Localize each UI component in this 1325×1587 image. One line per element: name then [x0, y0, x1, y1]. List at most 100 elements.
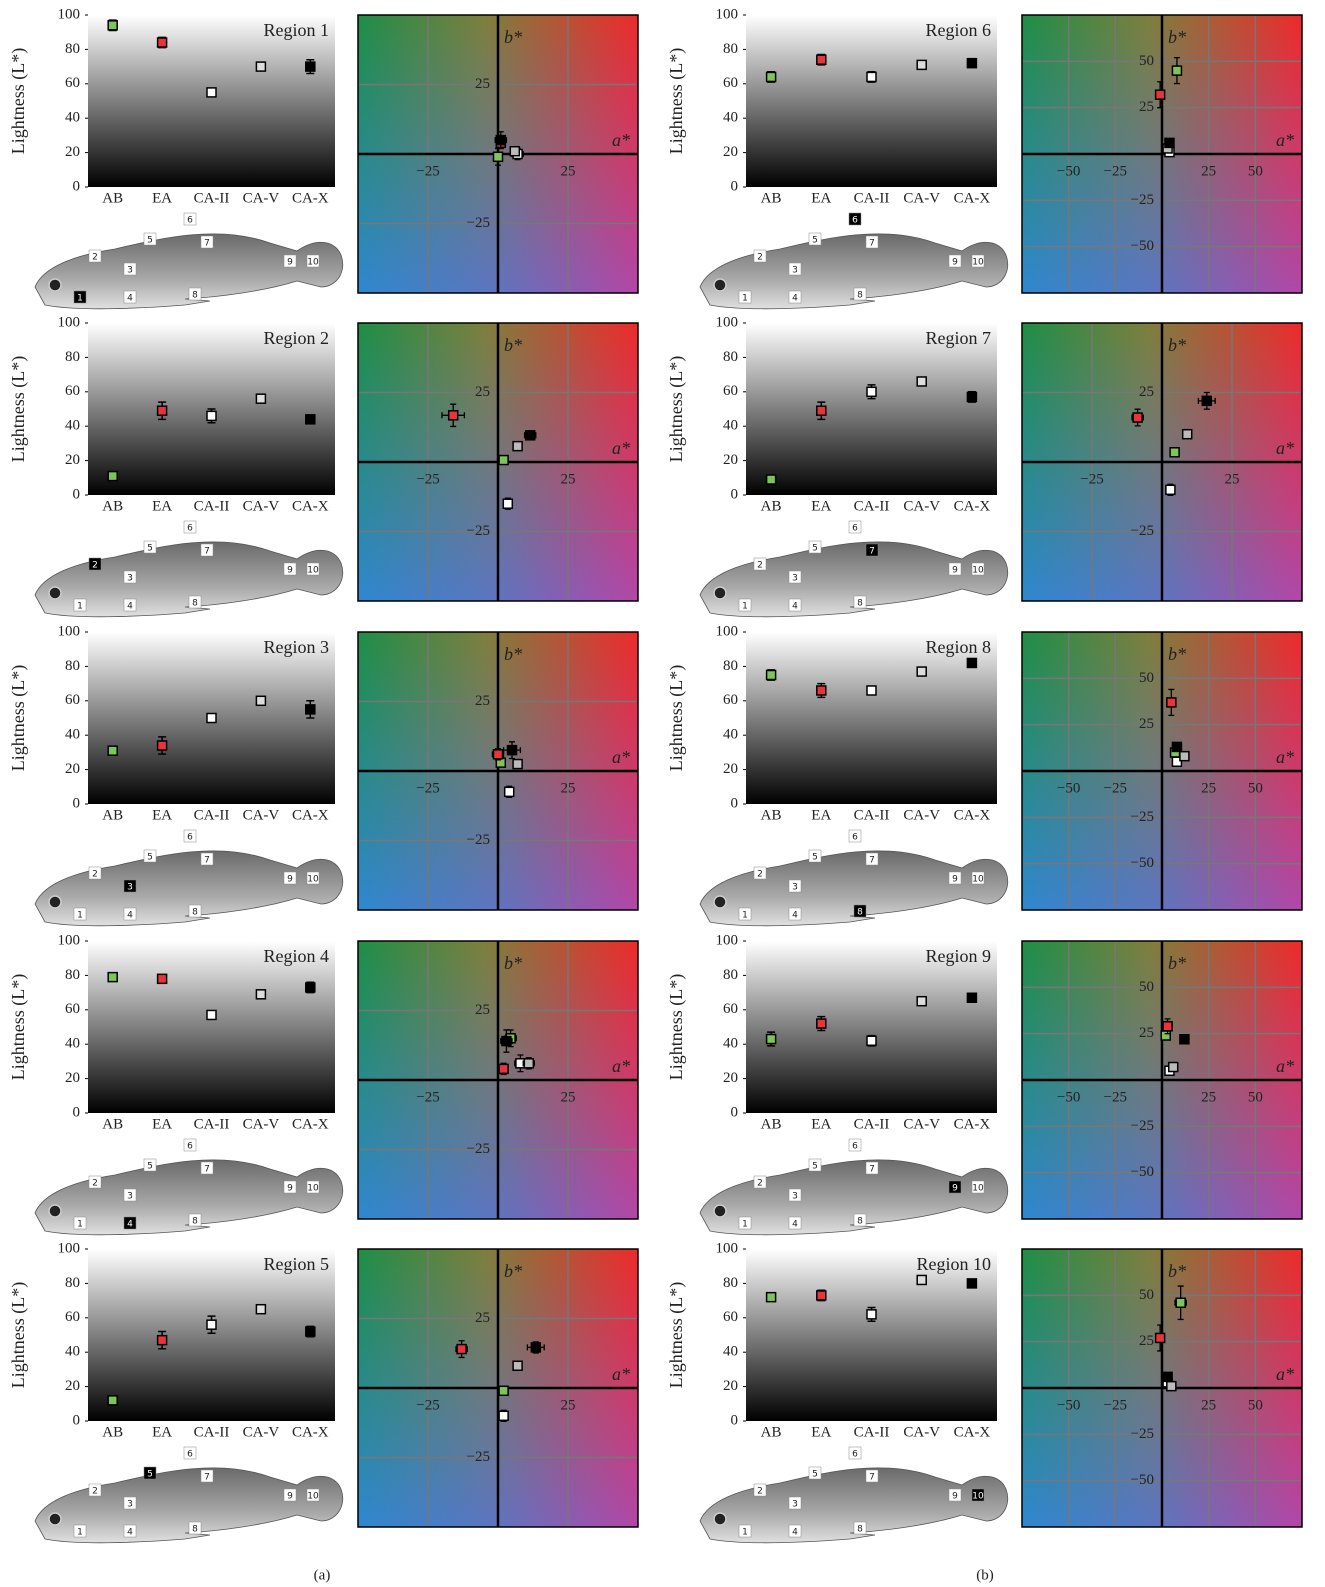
fish-label-box — [200, 235, 214, 249]
fish-label-box — [123, 879, 137, 893]
plot-frame — [1021, 1248, 1303, 1528]
plot-frame — [357, 14, 639, 294]
point — [206, 1009, 217, 1021]
point — [1181, 428, 1193, 440]
point — [524, 430, 536, 441]
x-tick-label: CA-V — [903, 807, 940, 823]
fish-label-box — [143, 540, 157, 554]
chart-title: Region 10 — [917, 1254, 992, 1274]
x-tick-label: EA — [811, 807, 831, 823]
y-tick-label: 25 — [1139, 99, 1154, 115]
point — [512, 440, 523, 452]
y-axis-label: b* — [1168, 1261, 1186, 1281]
y-tick-label: 60 — [723, 1001, 738, 1017]
fish-label: 6 — [187, 1142, 193, 1152]
fish-label-box — [123, 262, 137, 276]
fish-label: 5 — [812, 544, 818, 554]
fish-body — [699, 1159, 1009, 1236]
fish-label: 7 — [869, 1473, 875, 1483]
fish-label: 3 — [127, 1500, 133, 1510]
x-tick-label: CA-V — [903, 1116, 940, 1132]
fish-label: 7 — [204, 856, 210, 866]
fish-label: 9 — [952, 258, 958, 268]
fish-label-box — [183, 829, 197, 843]
x-axis-label: a* — [612, 1056, 630, 1076]
y-tick-label: 80 — [723, 41, 738, 57]
x-tick-label: −25 — [1104, 1089, 1127, 1105]
fish-label: 10 — [972, 875, 984, 885]
point — [107, 745, 118, 756]
x-axis-label: a* — [612, 438, 630, 458]
y-axis-label: b* — [1168, 953, 1186, 973]
point — [866, 1035, 877, 1047]
y-tick-label: 60 — [65, 383, 80, 399]
x-tick-label: CA-II — [194, 498, 230, 514]
fish-label: 10 — [307, 258, 319, 268]
fish-label: 10 — [307, 1492, 319, 1502]
chart-title: Region 1 — [264, 20, 330, 40]
fish-label-box — [948, 1180, 962, 1194]
fish-label-box — [853, 904, 867, 918]
fish-diagram: 1 2 3 4 5 6 7 8 9 10 — [699, 1446, 1009, 1544]
chart-title: Region 4 — [264, 946, 330, 966]
y-tick-label: 60 — [65, 75, 80, 91]
fish-label-box — [143, 1466, 157, 1480]
fish-label: 6 — [187, 1450, 193, 1460]
y-tick-label: 100 — [58, 1240, 81, 1256]
fish-label: 7 — [869, 239, 875, 249]
fish-eye — [713, 895, 727, 909]
point — [916, 376, 927, 387]
x-tick-label: AB — [102, 498, 123, 514]
fish-eye — [48, 1512, 62, 1526]
fish-label-box — [123, 1188, 137, 1202]
x-tick-label: AB — [761, 807, 782, 823]
y-tick-label: −25 — [1131, 192, 1154, 208]
x-tick-label: −25 — [416, 1397, 439, 1413]
fish-label-box — [788, 1216, 802, 1230]
fish-label-box — [73, 290, 87, 304]
y-tick-label: 40 — [65, 1344, 80, 1360]
y-axis-label: Lightness (L*) — [666, 48, 687, 154]
fish-label-box — [853, 595, 867, 609]
point — [916, 995, 927, 1007]
point — [498, 1063, 509, 1075]
point — [765, 474, 777, 485]
fish-label: 2 — [92, 561, 98, 571]
point — [156, 1334, 168, 1346]
plot-frame — [1021, 322, 1303, 602]
fish-label-box — [306, 871, 320, 885]
point — [305, 61, 316, 72]
fish-label-box — [123, 598, 137, 612]
fish-label-box — [183, 1446, 197, 1460]
plot-background — [88, 1249, 335, 1421]
y-tick-label: 25 — [475, 1002, 490, 1018]
point — [156, 740, 168, 751]
y-tick-label: 20 — [65, 761, 80, 777]
y-tick-label: −25 — [1131, 523, 1154, 539]
fish-eye — [713, 586, 727, 600]
fish-label: 4 — [127, 1528, 133, 1538]
x-tick-label: CA-V — [903, 1424, 940, 1440]
fish-label-box — [853, 287, 867, 301]
fish-label-box — [188, 287, 202, 301]
x-tick-label: −50 — [1057, 163, 1080, 179]
fish-label: 8 — [857, 599, 863, 609]
x-tick-label: EA — [152, 1424, 172, 1440]
y-axis-label: Lightness (L*) — [666, 1282, 687, 1388]
y-tick-label: 60 — [65, 692, 80, 708]
fish-body — [699, 850, 1009, 927]
fish-label: 4 — [792, 294, 798, 304]
y-tick-label: 0 — [731, 1412, 739, 1428]
fish-label: 7 — [869, 547, 875, 557]
x-tick-label: 25 — [561, 471, 576, 487]
fish-label-box — [948, 1488, 962, 1502]
fish-label-box — [283, 562, 297, 576]
fish-label-box — [971, 871, 985, 885]
fish-label-box — [88, 1175, 102, 1189]
x-tick-label: CA-X — [292, 807, 329, 823]
x-tick-label: EA — [152, 190, 172, 206]
fish-label-box — [306, 254, 320, 268]
y-axis-label: Lightness (L*) — [8, 665, 29, 771]
fish-label: 4 — [792, 911, 798, 921]
x-axis-label: a* — [612, 747, 630, 767]
